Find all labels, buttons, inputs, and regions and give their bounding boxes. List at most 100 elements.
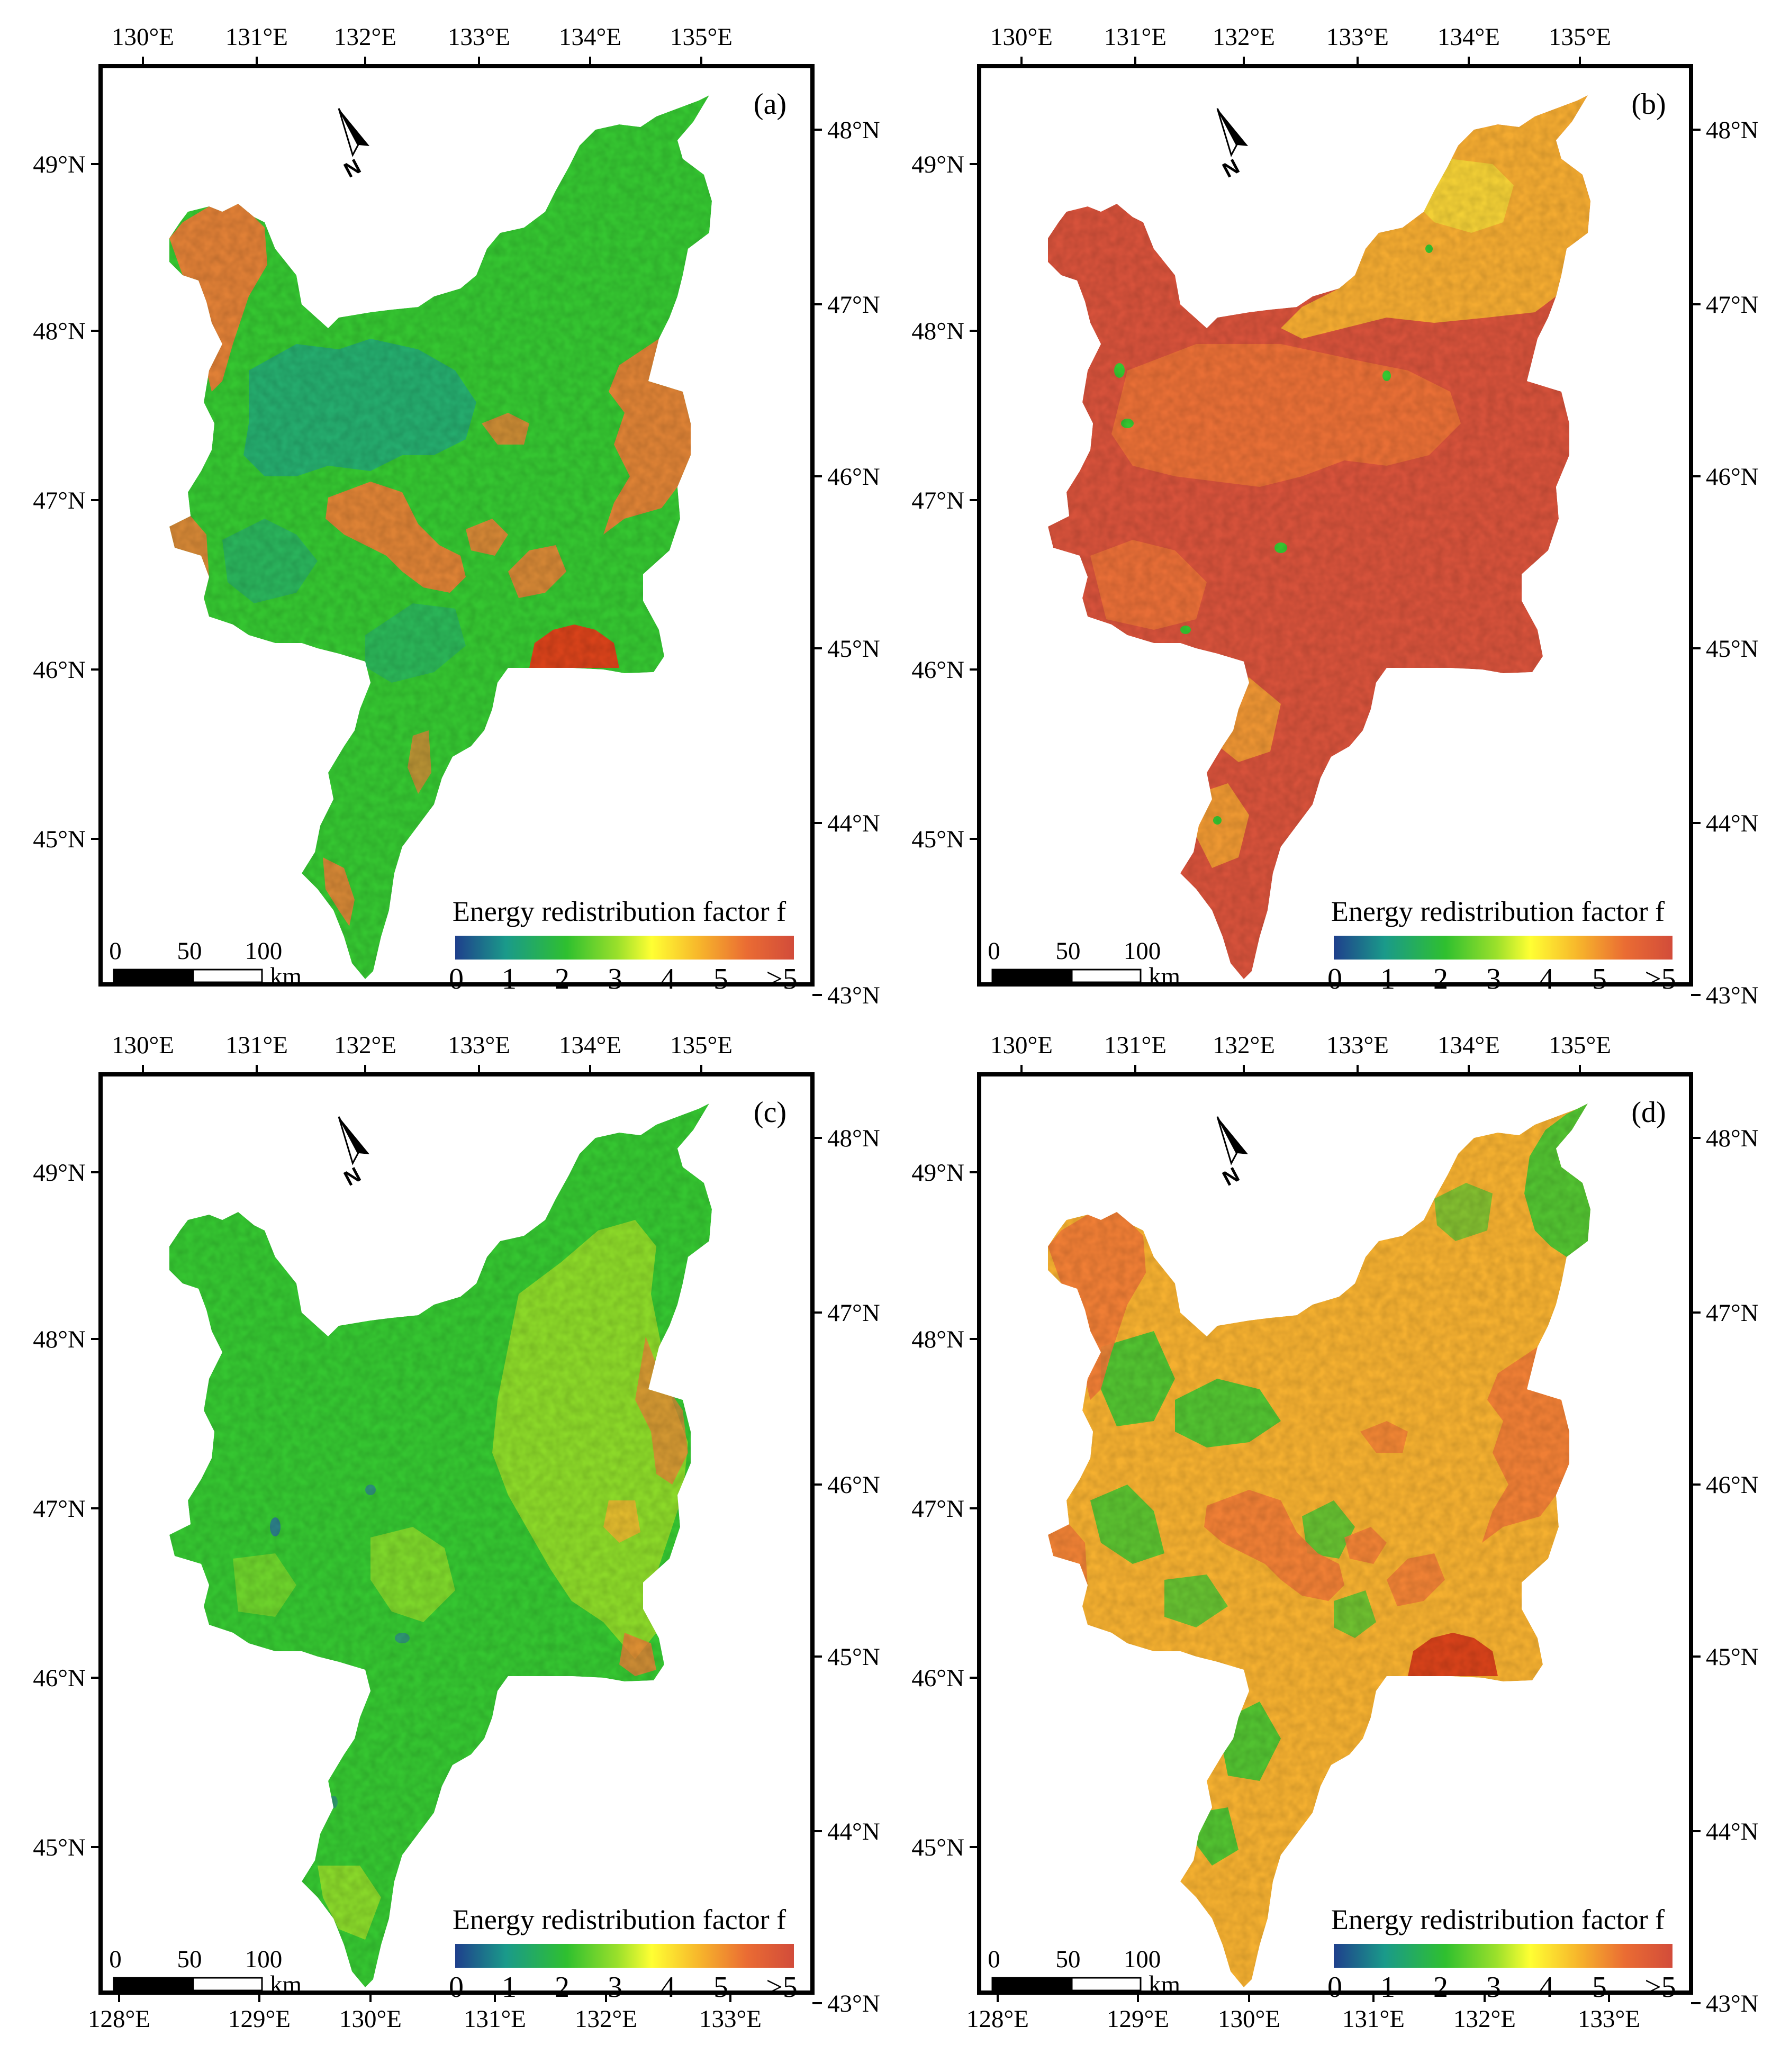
legend-tick-label: 3 xyxy=(608,1971,622,2004)
right-lat-label: 43°N xyxy=(1706,1990,1759,2017)
panel-label: (a) xyxy=(754,88,786,121)
top-lon-label: 133°E xyxy=(448,23,510,51)
legend-tick-label: 0 xyxy=(1327,1971,1342,2004)
scale-bar xyxy=(991,1977,1142,1992)
left-lat-label: 46°N xyxy=(33,656,86,684)
top-lon-label: 133°E xyxy=(448,1032,510,1059)
top-lon-label: 135°E xyxy=(1549,23,1611,51)
legend-tick-label: 4 xyxy=(661,963,675,996)
legend-tick-label: 2 xyxy=(555,963,569,996)
scale-bar-label: 0 xyxy=(988,937,1000,965)
scale-bar xyxy=(113,1977,263,1992)
top-lon-label: 134°E xyxy=(559,23,621,51)
legend-tick-label: 2 xyxy=(555,1971,569,2004)
map-panel-c: (c) N 130°E 131°E 132°E 133°E 134°E 135°E 49°N 48… xyxy=(0,1008,890,2044)
right-lat-label: 48°N xyxy=(1706,1125,1759,1152)
legend-tick-label: >5 xyxy=(1644,963,1676,996)
legend-tick-label: 5 xyxy=(713,963,728,996)
right-lat-label: 45°N xyxy=(1706,635,1759,663)
top-lon-label: 132°E xyxy=(1213,23,1275,51)
left-lat-label: 45°N xyxy=(911,1834,964,1861)
legend-tick-label: 1 xyxy=(1380,963,1395,996)
left-lat-label: 49°N xyxy=(33,151,86,178)
scale-bar-label: 100 xyxy=(1124,937,1161,965)
left-lat-label: 45°N xyxy=(911,826,964,853)
raster-texture xyxy=(169,95,712,979)
top-lon-label: 134°E xyxy=(1438,23,1500,51)
top-lon-label: 134°E xyxy=(559,1032,621,1059)
top-lon-label: 133°E xyxy=(1326,1032,1389,1059)
right-lat-label: 43°N xyxy=(827,982,880,1009)
panel-label: (b) xyxy=(1631,88,1666,121)
left-lat-label: 47°N xyxy=(33,1495,86,1523)
right-lat-label: 47°N xyxy=(827,1299,880,1327)
legend-tick-label: >5 xyxy=(766,963,798,996)
right-lat-label: 45°N xyxy=(827,1643,880,1671)
right-lat-label: 48°N xyxy=(827,116,880,144)
bottom-lon-label: 132°E xyxy=(575,2005,637,2033)
legend-title: Energy redistribution factor f xyxy=(453,1904,786,1935)
legend-color-ramp xyxy=(1334,1944,1672,1968)
bottom-lon-label: 130°E xyxy=(1218,2005,1280,2033)
top-lon-label: 131°E xyxy=(1104,23,1167,51)
right-lat-label: 44°N xyxy=(827,810,880,837)
right-lat-label: 48°N xyxy=(827,1125,880,1152)
right-lat-label: 44°N xyxy=(827,1818,880,1845)
right-lat-label: 46°N xyxy=(1706,1471,1759,1499)
bottom-lon-label: 129°E xyxy=(228,2005,291,2033)
raster-texture xyxy=(1048,1103,1590,1987)
scale-bar-label: 100 xyxy=(245,937,283,965)
legend-tick-label: 1 xyxy=(1380,1971,1395,2004)
legend-tick-label: 4 xyxy=(661,1971,675,2004)
map-panel-d: (d) N 130°E 131°E 132°E 133°E 134°E 135°E 49°N 48… xyxy=(879,1008,1769,2044)
scale-bar-label: 50 xyxy=(1056,1946,1081,1973)
scale-bar-label: 100 xyxy=(245,1946,283,1973)
left-lat-label: 48°N xyxy=(911,318,964,345)
panel-label: (c) xyxy=(754,1096,786,1129)
basin-raster xyxy=(1048,1103,1590,1987)
right-lat-label: 46°N xyxy=(827,1471,880,1499)
panel-label: (d) xyxy=(1631,1096,1666,1129)
top-lon-label: 131°E xyxy=(225,23,288,51)
legend-tick-label: >5 xyxy=(766,1971,798,2004)
scale-bar-unit: km xyxy=(1149,1971,1180,1998)
bottom-lon-label: 132°E xyxy=(1453,2005,1516,2033)
right-lat-label: 43°N xyxy=(827,1990,880,2017)
scale-bar-unit: km xyxy=(270,963,302,990)
legend-tick-label: 0 xyxy=(449,963,464,996)
top-lon-label: 134°E xyxy=(1438,1032,1500,1059)
right-lat-label: 48°N xyxy=(1706,116,1759,144)
bottom-lon-label: 130°E xyxy=(339,2005,402,2033)
legend-color-ramp xyxy=(455,1944,794,1968)
legend-tick-label: 2 xyxy=(1433,1971,1448,2004)
scale-bar-label: 50 xyxy=(1056,937,1081,965)
map-panel-b: (b) N 130°E 131°E 132°E 133°E 134°E 135°E 49°N 48… xyxy=(879,0,1769,1036)
scale-bar-label: 0 xyxy=(988,1946,1000,1973)
scale-bar-unit: km xyxy=(1149,963,1180,990)
legend-tick-label: 4 xyxy=(1539,963,1554,996)
left-lat-label: 48°N xyxy=(911,1326,964,1353)
legend-tick-label: 1 xyxy=(502,1971,517,2004)
legend-title: Energy redistribution factor f xyxy=(1331,1904,1665,1935)
basin-raster xyxy=(169,95,712,979)
right-lat-label: 45°N xyxy=(827,635,880,663)
left-lat-label: 49°N xyxy=(911,151,964,178)
basin-raster xyxy=(1048,95,1590,979)
right-lat-label: 45°N xyxy=(1706,1643,1759,1671)
left-lat-label: 46°N xyxy=(911,656,964,684)
left-lat-label: 46°N xyxy=(33,1664,86,1692)
legend-tick-label: >5 xyxy=(1644,1971,1676,2004)
raster-texture xyxy=(169,1103,712,1987)
legend-tick-label: 5 xyxy=(1592,1971,1607,2004)
top-lon-label: 130°E xyxy=(990,23,1053,51)
raster-texture xyxy=(1048,95,1590,979)
scale-bar-label: 0 xyxy=(109,1946,122,1973)
right-lat-label: 47°N xyxy=(1706,291,1759,319)
legend-title: Energy redistribution factor f xyxy=(453,895,786,927)
legend-tick-label: 2 xyxy=(1433,963,1448,996)
scale-bar-label: 50 xyxy=(177,937,202,965)
right-lat-label: 43°N xyxy=(1706,982,1759,1009)
map-panel-a: (a) N 130°E 131°E 132°E 133°E 134°E 135°E 49°N 48… xyxy=(0,0,890,1036)
bottom-lon-label: 133°E xyxy=(1578,2005,1640,2033)
